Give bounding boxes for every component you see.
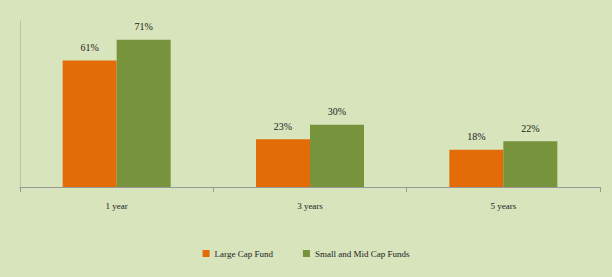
svg-text:23%: 23%	[274, 121, 292, 132]
svg-text:71%: 71%	[134, 21, 152, 32]
svg-text:18%: 18%	[467, 131, 485, 142]
svg-text:5 years: 5 years	[490, 201, 516, 211]
svg-text:61%: 61%	[80, 42, 98, 53]
svg-text:Small and Mid Cap Funds: Small and Mid Cap Funds	[315, 249, 410, 259]
svg-text:22%: 22%	[521, 123, 539, 134]
svg-text:1 year: 1 year	[106, 201, 128, 211]
svg-text:Large Cap Fund: Large Cap Fund	[215, 249, 274, 259]
svg-text:30%: 30%	[328, 106, 346, 117]
svg-text:3 years: 3 years	[297, 201, 323, 211]
